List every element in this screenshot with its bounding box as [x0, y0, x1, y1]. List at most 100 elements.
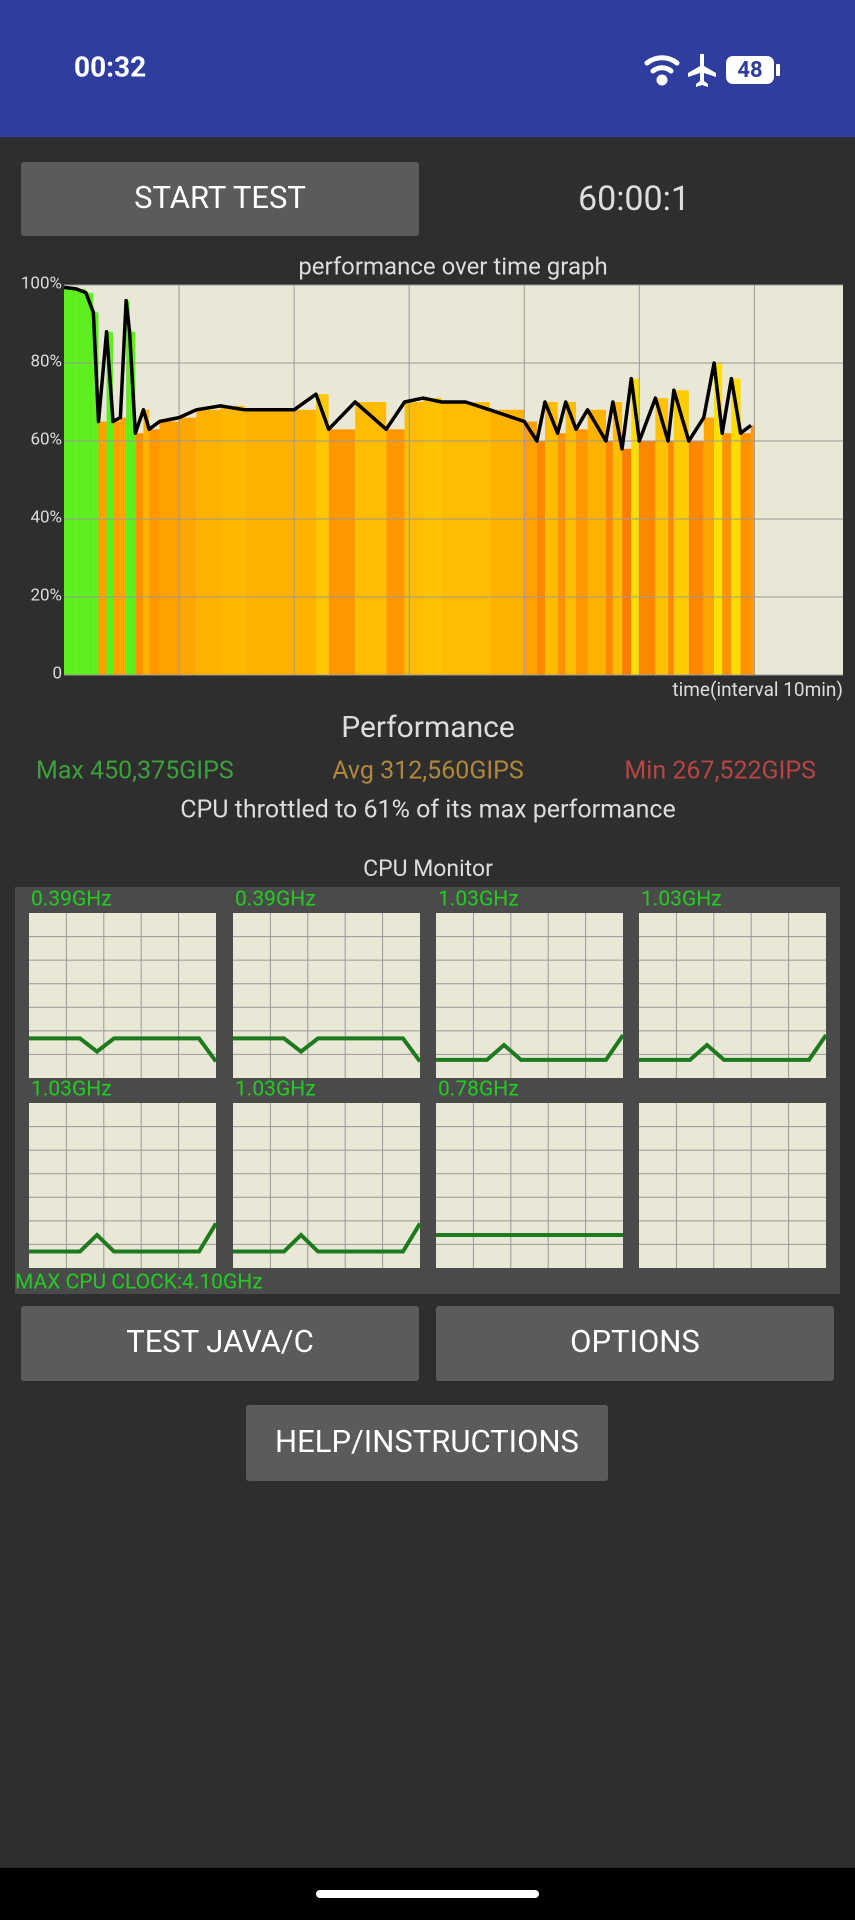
heat-bar: [98, 421, 107, 675]
heat-bar: [544, 402, 558, 675]
battery-icon: [726, 56, 774, 84]
core-frequency: 1.03GHz: [31, 1078, 112, 1102]
heat-bar: [688, 441, 704, 675]
heat-bar: [404, 402, 424, 675]
heat-bar: [750, 425, 754, 675]
heat-bar: [149, 429, 160, 675]
plot: 0 20% 40% 60% 80% 100%: [21, 273, 843, 683]
core-frequency: 1.03GHz: [235, 1078, 316, 1102]
y-tick-label: 60%: [30, 429, 62, 449]
heat-bar: [612, 402, 623, 675]
heat-bar: [126, 300, 130, 675]
core-frequency: 1.03GHz: [641, 888, 722, 912]
core-frequency: 0.39GHz: [235, 888, 316, 912]
stat-avg: Avg 312,560GIPS: [332, 757, 524, 786]
airplane-icon: [688, 54, 716, 87]
y-tick-label: 40%: [30, 507, 62, 527]
stats-title: Performance: [341, 710, 515, 745]
heat-bar: [355, 402, 387, 675]
heat-bar: [269, 409, 295, 675]
heat-bar: [85, 292, 94, 675]
test-java-label[interactable]: TEST JAVA/C: [126, 1323, 314, 1360]
heat-bar: [668, 441, 674, 675]
heat-bar: [441, 402, 466, 675]
heat-bar: [179, 417, 197, 675]
heat-bar: [113, 421, 121, 675]
heat-bar: [143, 409, 150, 675]
start-test-label[interactable]: START TEST: [134, 179, 306, 216]
help-button[interactable]: [246, 1405, 608, 1481]
heat-bar: [576, 429, 588, 675]
core-cell: [29, 913, 216, 1078]
options-button[interactable]: [436, 1306, 834, 1381]
heat-bar: [565, 402, 577, 675]
graph-title: performance over time graph: [298, 252, 607, 280]
help-label[interactable]: HELP/INSTRUCTIONS: [275, 1423, 579, 1460]
heat-bar: [673, 390, 689, 675]
clock: 00:32: [74, 50, 146, 83]
core-line: [233, 1222, 422, 1254]
home-indicator[interactable]: [316, 1890, 539, 1898]
heat-bar: [740, 433, 751, 675]
heat-bar: [524, 421, 537, 675]
heat-bar: [731, 378, 741, 675]
heat-bar: [489, 409, 525, 675]
heat-bar: [159, 421, 180, 675]
heat-bar: [655, 398, 669, 675]
heat-bar: [64, 287, 77, 675]
heat-bar: [587, 409, 606, 675]
core-line: [29, 1222, 218, 1254]
status-bar: [0, 0, 855, 137]
heat-bar: [465, 402, 490, 675]
battery-tip: [776, 64, 780, 76]
x-axis-label: time(interval 10min): [672, 678, 843, 701]
performance-line: [63, 285, 752, 451]
heat-bar: [220, 405, 245, 675]
heat-bar: [631, 378, 640, 675]
start-test-button[interactable]: [21, 162, 419, 236]
core-cell: [233, 1103, 420, 1268]
heat-bar: [386, 429, 405, 675]
heat-bar: [120, 417, 127, 675]
core-line: [29, 1036, 218, 1063]
wifi-icon: [644, 55, 680, 86]
options-label[interactable]: OPTIONS: [570, 1323, 700, 1360]
core-cell: [639, 913, 826, 1078]
heat-bar: [703, 417, 715, 675]
timer: 60:00:1: [578, 179, 690, 219]
heat-bar: [605, 441, 613, 675]
cpu-monitor-title: CPU Monitor: [363, 855, 493, 882]
stat-min: Min 267,522GIPS: [624, 757, 816, 786]
core-cell: [639, 1103, 826, 1268]
y-tick-label: 80%: [30, 351, 62, 371]
heat-bar: [622, 448, 632, 675]
core-cell: [436, 913, 623, 1078]
heat-bar: [315, 394, 329, 675]
core-frequency: 0.39GHz: [31, 888, 112, 912]
heat-bar: [536, 441, 545, 675]
heat-bar: [93, 312, 99, 675]
heat-bar: [135, 433, 144, 675]
core-line: [436, 1033, 625, 1062]
y-tick-label: 20%: [30, 585, 62, 605]
y-tick-label: 0: [52, 663, 62, 683]
y-tick-label: 100%: [21, 273, 62, 293]
heat-bar: [557, 433, 566, 675]
heat-bar: [196, 409, 221, 675]
test-java-button[interactable]: [21, 1306, 419, 1381]
core-cell: [29, 1103, 216, 1268]
core-line: [639, 1033, 828, 1062]
core-line: [233, 1036, 422, 1063]
heat-bar: [423, 398, 442, 675]
cores: 0.39GHz 0.39GHz 1.03GHz 1.03GHz 1.03GHz 1.03G…: [29, 888, 828, 1268]
heat-bar: [639, 441, 656, 675]
core-cell: [436, 1103, 623, 1268]
core-cell: [233, 913, 420, 1078]
heat-bar: [129, 331, 136, 675]
core-frequency: 0.78GHz: [438, 1078, 519, 1102]
heat-bar: [328, 429, 356, 675]
throttle-text: CPU throttled to 61% of its max performa…: [180, 796, 676, 825]
stat-max: Max 450,375GIPS: [36, 757, 234, 786]
max-cpu-clock: MAX CPU CLOCK:4.10GHz: [15, 1271, 263, 1295]
